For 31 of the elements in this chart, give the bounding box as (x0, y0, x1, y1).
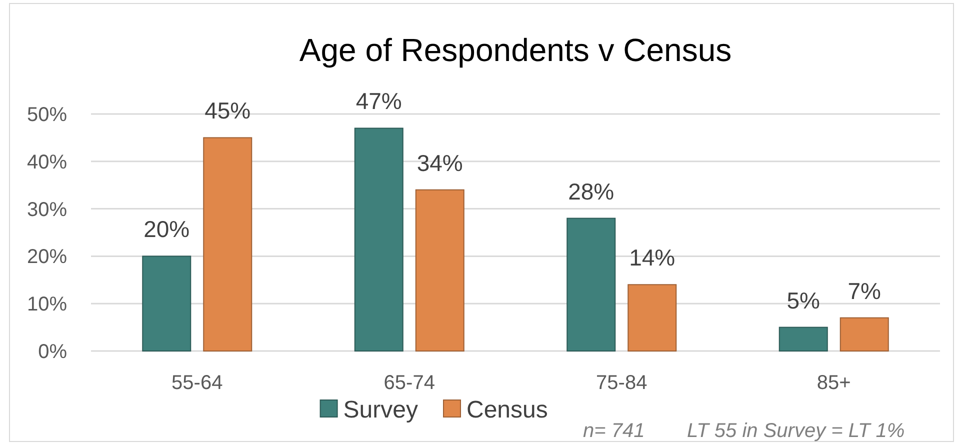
text: n= 741 (583, 420, 645, 442)
bar (203, 137, 252, 352)
data-label: 45% (204, 98, 251, 124)
bar (415, 189, 464, 352)
text: LT 55 in Survey = LT 1% (687, 420, 905, 442)
bar (354, 128, 404, 352)
bar (142, 256, 192, 352)
data-label: 7% (848, 278, 881, 304)
y-tick-label: 0% (38, 341, 68, 363)
x-tick-label: 55-64 (172, 372, 223, 394)
y-tick-label: 30% (26, 198, 68, 221)
y-tick-label: 40% (26, 151, 68, 174)
data-label: 34% (416, 150, 463, 176)
data-label: 28% (568, 178, 614, 204)
x-tick-label: 75-84 (596, 372, 648, 394)
bar (566, 218, 616, 352)
y-tick-label: 20% (26, 246, 68, 268)
data-label: 14% (629, 244, 676, 271)
legend-label: Survey (343, 396, 418, 424)
x-tick-label: 65-74 (384, 372, 435, 394)
data-label: 20% (144, 216, 190, 242)
legend-label: Census (466, 396, 548, 424)
y-tick-label: 10% (26, 294, 68, 316)
chart-title: Age of Respondents v Census (299, 32, 732, 68)
x-tick-label: 85+ (816, 372, 851, 394)
y-tick-label: 50% (26, 104, 68, 126)
bar (840, 317, 889, 352)
data-label: 5% (786, 287, 820, 314)
bar (628, 284, 677, 352)
data-label: 47% (356, 88, 402, 114)
bar (778, 326, 828, 352)
